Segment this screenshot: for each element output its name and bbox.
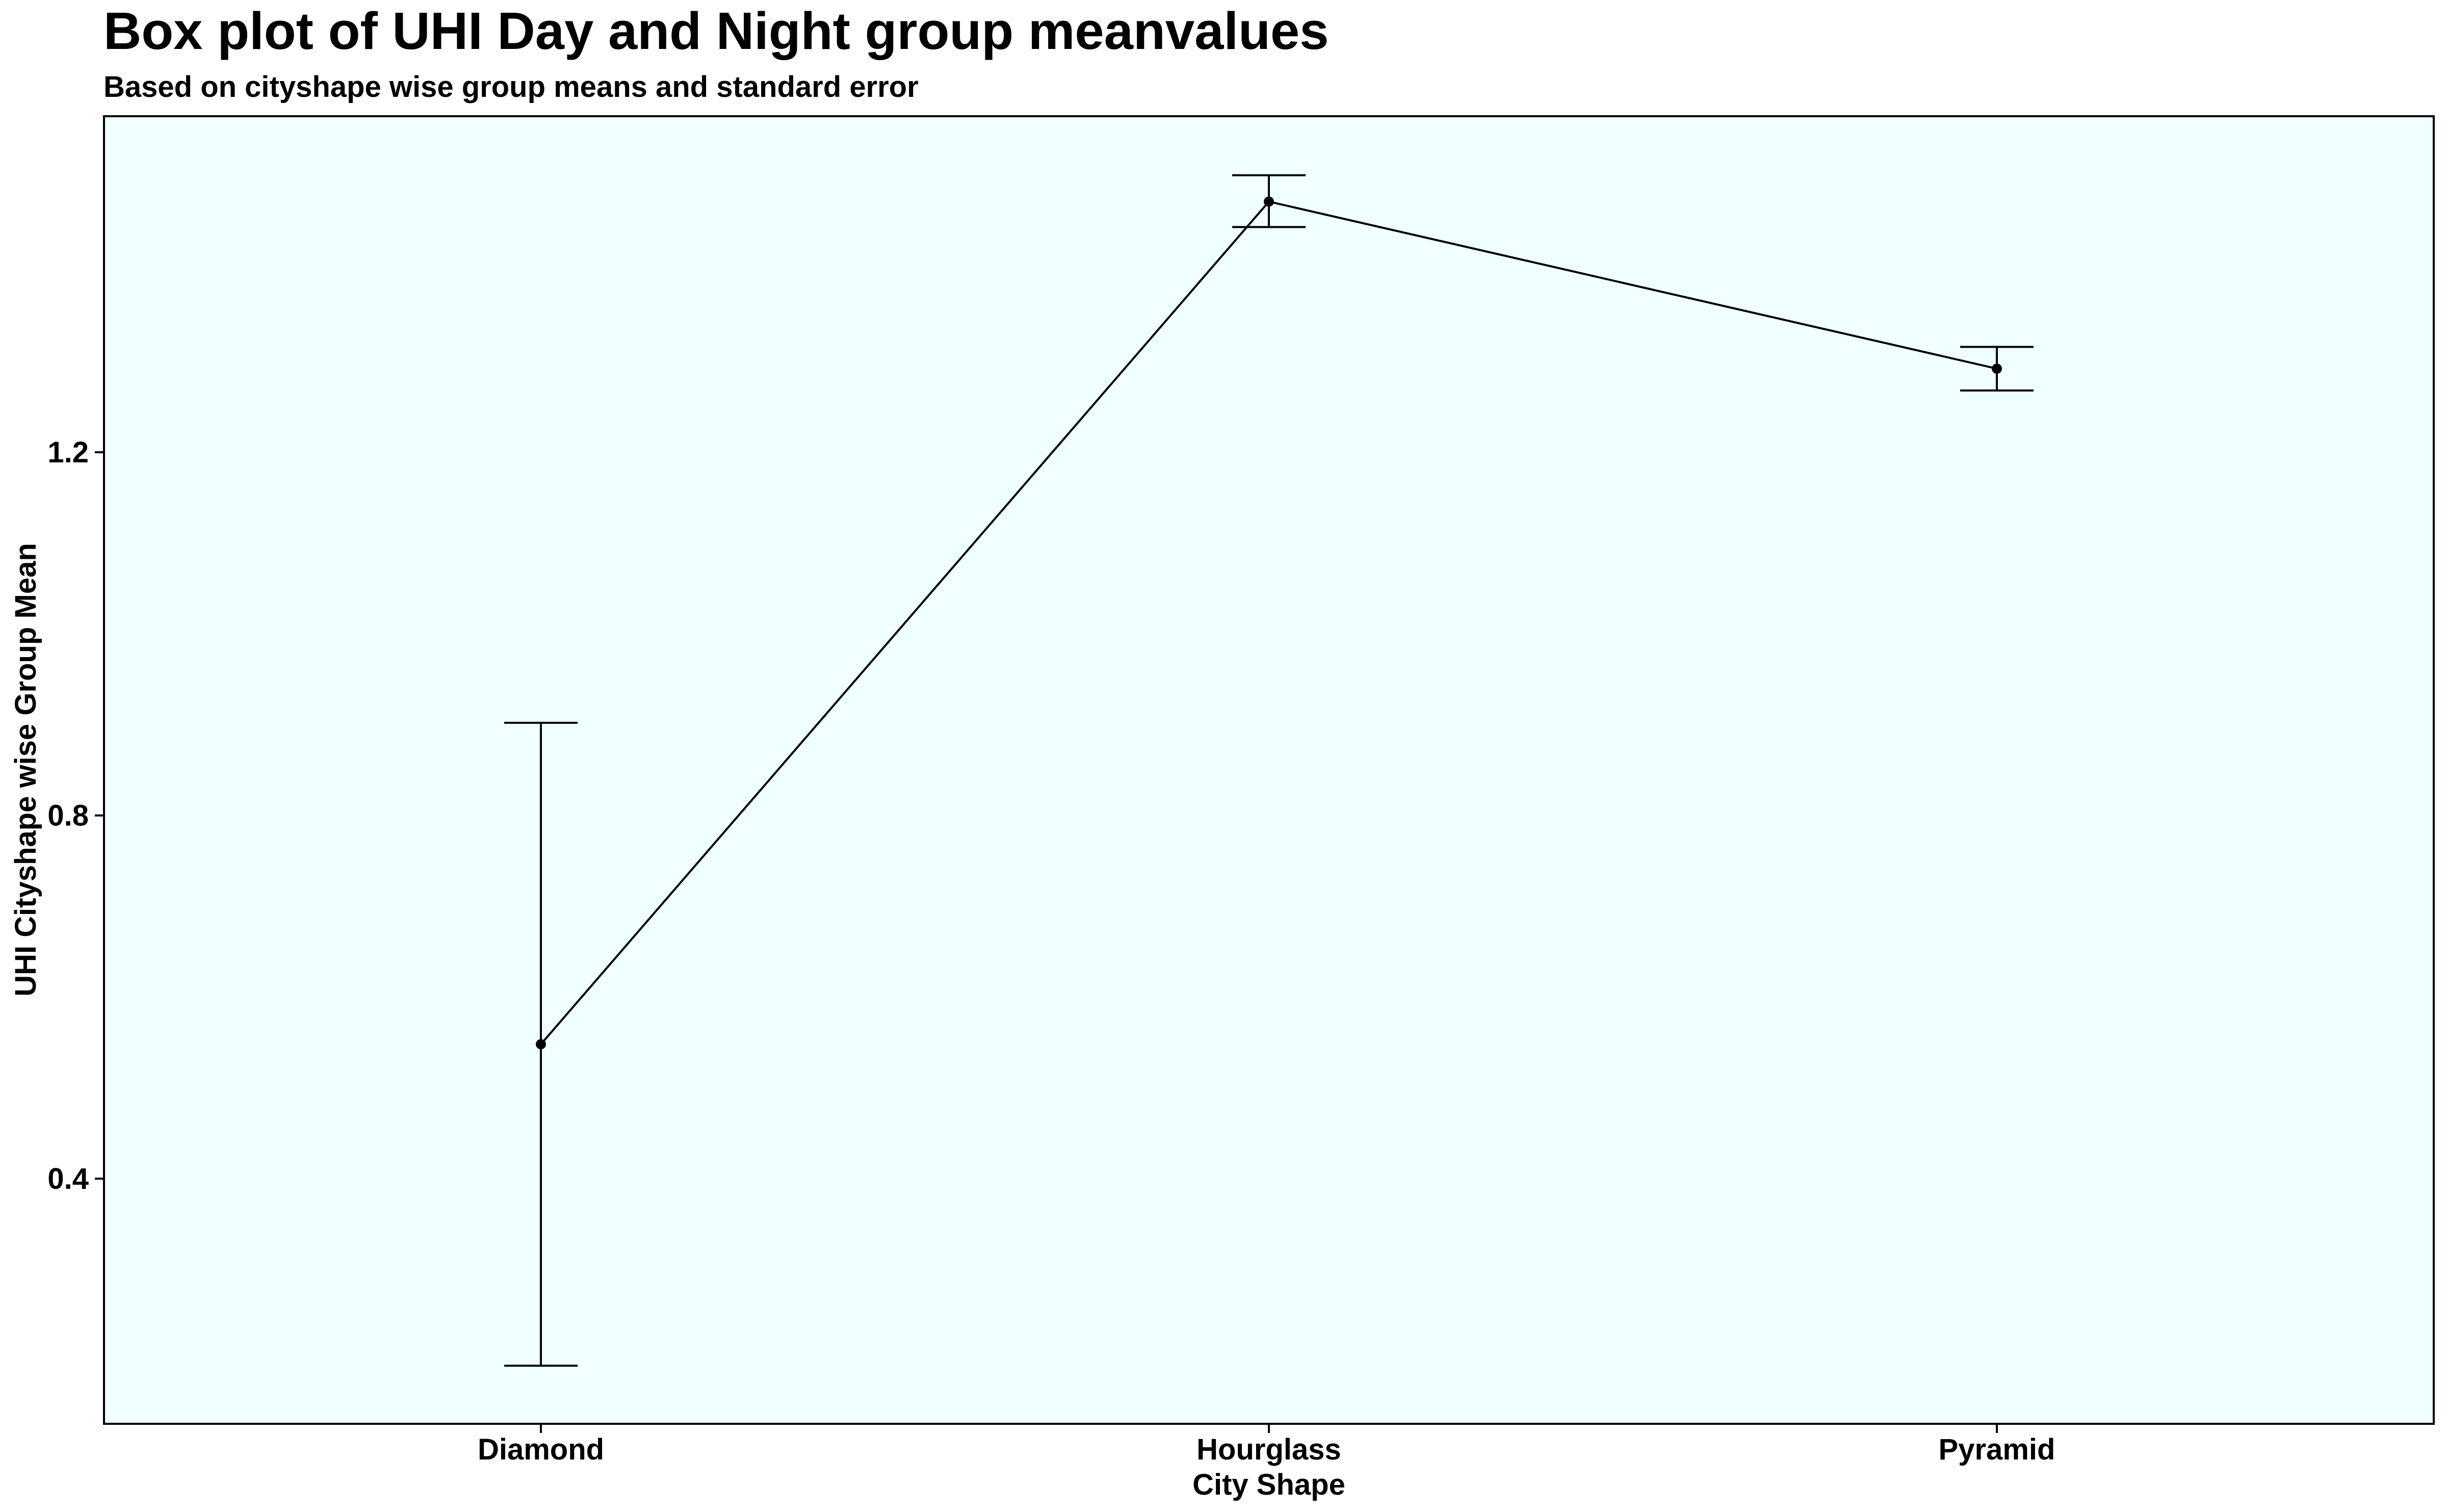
- x-axis: Diamond Hourglass Pyramid: [478, 1424, 2055, 1466]
- data-point-diamond: [536, 1039, 546, 1050]
- chart-subtitle: Based on cityshape wise group means and …: [103, 70, 919, 103]
- x-tick-label: Hourglass: [1196, 1433, 1341, 1466]
- plot-panel: [103, 115, 2435, 1425]
- y-axis: 0.4 0.8 1.2: [47, 436, 104, 1195]
- x-tick-label: Pyramid: [1939, 1433, 2055, 1466]
- chart-title: Box plot of UHI Day and Night group mean…: [103, 2, 1329, 60]
- y-tick-label: 0.8: [47, 799, 89, 832]
- y-tick-label: 1.2: [47, 436, 89, 469]
- data-point-pyramid: [1992, 363, 2002, 374]
- data-point-hourglass: [1264, 196, 1274, 207]
- point-layer: [536, 196, 2002, 1050]
- x-axis-label: City Shape: [1192, 1468, 1345, 1501]
- y-tick-label: 0.4: [47, 1162, 89, 1195]
- x-tick-label: Diamond: [478, 1433, 604, 1466]
- y-axis-label: UHI Cityshape wise Group Mean: [9, 543, 42, 997]
